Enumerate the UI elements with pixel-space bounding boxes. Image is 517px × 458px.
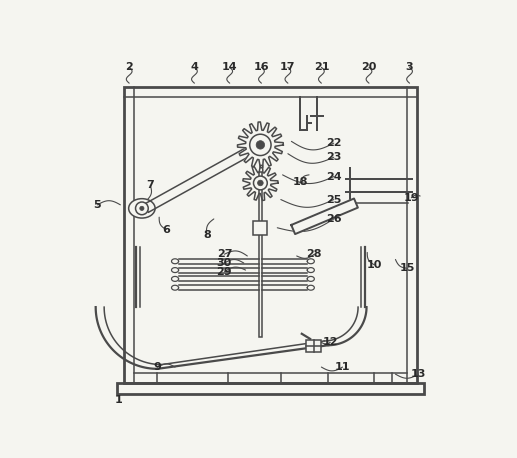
Text: 19: 19 [403,193,419,203]
Text: 27: 27 [217,249,232,259]
Text: 14: 14 [222,62,237,72]
Text: 20: 20 [361,62,377,72]
Text: 15: 15 [400,263,416,273]
Bar [258,172,262,337]
Text: 7: 7 [146,180,154,191]
Text: 21: 21 [314,62,329,72]
Text: 10: 10 [367,260,382,270]
Text: 28: 28 [307,249,322,259]
Ellipse shape [129,199,155,218]
Text: 12: 12 [323,338,338,347]
Circle shape [257,180,263,186]
Text: 6: 6 [162,224,170,234]
Text: 24: 24 [326,172,342,182]
Polygon shape [243,165,278,201]
Bar [124,87,417,383]
Text: 16: 16 [254,62,269,72]
Text: 3: 3 [406,62,414,72]
Polygon shape [291,198,358,234]
Text: 2: 2 [125,62,133,72]
Bar [306,339,322,352]
Text: 23: 23 [326,152,341,162]
Circle shape [253,176,267,190]
Bar [117,383,423,394]
Bar [253,221,267,235]
Text: 22: 22 [326,138,342,148]
Polygon shape [237,122,283,168]
Text: 13: 13 [410,369,426,379]
Text: 30: 30 [217,258,232,268]
Text: 1: 1 [115,395,123,405]
Circle shape [140,206,144,211]
Text: 5: 5 [94,200,101,210]
Text: 25: 25 [326,195,341,205]
Text: 4: 4 [190,62,199,72]
Circle shape [256,141,265,149]
Text: 26: 26 [326,214,342,224]
Text: 9: 9 [154,362,161,372]
Text: 18: 18 [293,177,308,187]
Text: 11: 11 [335,362,351,372]
Text: 29: 29 [217,267,232,277]
Polygon shape [144,141,263,213]
Text: 17: 17 [280,62,296,72]
Circle shape [135,202,148,215]
Text: 8: 8 [203,230,210,240]
Circle shape [250,134,271,156]
